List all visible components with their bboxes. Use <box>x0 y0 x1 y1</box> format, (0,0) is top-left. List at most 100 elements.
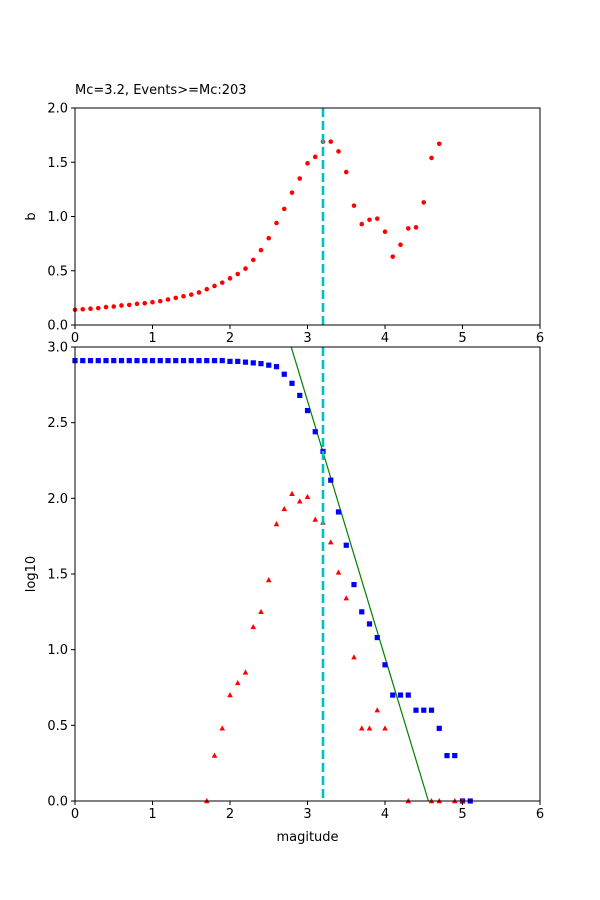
cumulative-point <box>103 358 109 364</box>
b-value-point <box>266 235 272 241</box>
cumulative-point <box>273 364 280 370</box>
b-value-point <box>336 149 341 154</box>
plot-area <box>75 108 540 325</box>
cumulative-point <box>180 358 187 364</box>
b-value-point <box>429 155 434 161</box>
cumulative-point <box>359 609 365 615</box>
plot-area <box>75 347 540 801</box>
noncumulative-point <box>358 725 365 731</box>
noncumulative-point <box>273 521 280 527</box>
noncumulative-point <box>312 516 319 522</box>
cumulative-point <box>297 392 303 399</box>
x-tick-label: 6 <box>536 331 544 346</box>
cumulative-point <box>366 621 373 627</box>
b-value-point <box>165 297 171 302</box>
b-value-point <box>103 304 109 310</box>
cumulative-point <box>343 542 349 548</box>
b-value-point <box>297 176 303 181</box>
cumulative-point <box>421 707 427 713</box>
x-tick-label: 5 <box>458 807 466 822</box>
cumulative-point <box>397 692 404 698</box>
cumulative-point <box>351 581 357 588</box>
cumulative-point <box>413 707 419 713</box>
cumulative-point <box>95 358 101 364</box>
noncumulative-point <box>304 493 311 500</box>
x-tick-label: 3 <box>303 807 311 822</box>
b-value-point <box>398 242 403 248</box>
b-value-point <box>219 280 225 285</box>
x-tick-label: 2 <box>226 331 234 346</box>
x-tick-label: 5 <box>458 331 466 346</box>
cumulative-point <box>335 509 342 515</box>
cumulative-point <box>242 359 249 365</box>
b-value-point <box>235 271 241 277</box>
b-value-point <box>281 206 287 212</box>
y-tick-label: 2.5 <box>47 416 68 431</box>
x-tick-label: 4 <box>381 807 389 822</box>
cumulative-point <box>204 358 210 364</box>
b-value-point <box>181 293 186 299</box>
cumulative-point <box>80 358 86 364</box>
x-tick-label: 0 <box>71 807 79 822</box>
b-value-point <box>343 169 349 175</box>
b-value-point <box>289 190 295 195</box>
b-value-point <box>80 306 86 312</box>
cumulative-point <box>444 753 450 759</box>
b-value-point <box>243 266 248 271</box>
cumulative-point <box>382 662 388 668</box>
b-value-point <box>88 306 93 312</box>
b-value-point <box>421 200 427 205</box>
b-value-point <box>328 139 334 144</box>
noncumulative-point <box>281 505 288 512</box>
b-value-point <box>126 302 132 308</box>
noncumulative-point <box>374 707 381 713</box>
cumulative-point <box>157 358 163 364</box>
cumulative-point <box>281 371 287 377</box>
cumulative-point <box>289 380 295 386</box>
top-plot-title: Mc=3.2, Events>=Mc:203 <box>75 83 247 98</box>
b-value-point <box>250 257 256 263</box>
noncumulative-point <box>327 539 334 545</box>
b-value-point <box>367 217 372 223</box>
cumulative-point <box>390 692 396 698</box>
cumulative-point <box>436 725 442 731</box>
x-tick-label: 4 <box>381 331 389 346</box>
cumulative-point <box>219 358 225 364</box>
b-value-point <box>157 298 163 304</box>
y-axis-label: b <box>24 212 39 220</box>
cumulative-point <box>149 358 156 364</box>
cumulative-point <box>126 358 132 364</box>
b-value-point <box>374 216 380 221</box>
x-tick-label: 3 <box>303 331 311 346</box>
y-tick-label: 1.0 <box>47 210 68 225</box>
b-value-point <box>390 254 396 259</box>
noncumulative-point <box>351 654 357 660</box>
noncumulative-point <box>211 752 218 758</box>
b-value-point <box>413 225 419 230</box>
cumulative-point <box>304 407 311 414</box>
x-tick-label: 1 <box>148 331 156 346</box>
b-value-point <box>258 247 264 253</box>
noncumulative-point <box>382 725 388 731</box>
x-tick-label: 1 <box>148 807 156 822</box>
noncumulative-point <box>242 669 249 675</box>
b-value-point <box>134 301 140 307</box>
b-value-point <box>274 220 279 226</box>
x-tick-label: 0 <box>71 331 79 346</box>
cumulative-point <box>328 477 334 483</box>
noncumulative-point <box>250 623 257 630</box>
b-value-point <box>111 304 117 309</box>
cumulative-point <box>312 429 318 435</box>
cumulative-point <box>405 692 411 698</box>
b-value-point <box>173 295 179 301</box>
cumulative-point <box>142 358 148 364</box>
y-tick-label: 1.0 <box>47 643 68 658</box>
b-value-point <box>188 292 194 297</box>
cumulative-point <box>250 360 256 366</box>
b-value-point <box>95 305 101 311</box>
cumulative-point <box>118 358 125 364</box>
noncumulative-point <box>219 725 226 731</box>
cumulative-point <box>258 361 264 367</box>
cumulative-point <box>227 358 233 364</box>
y-tick-label: 0.5 <box>47 719 68 734</box>
